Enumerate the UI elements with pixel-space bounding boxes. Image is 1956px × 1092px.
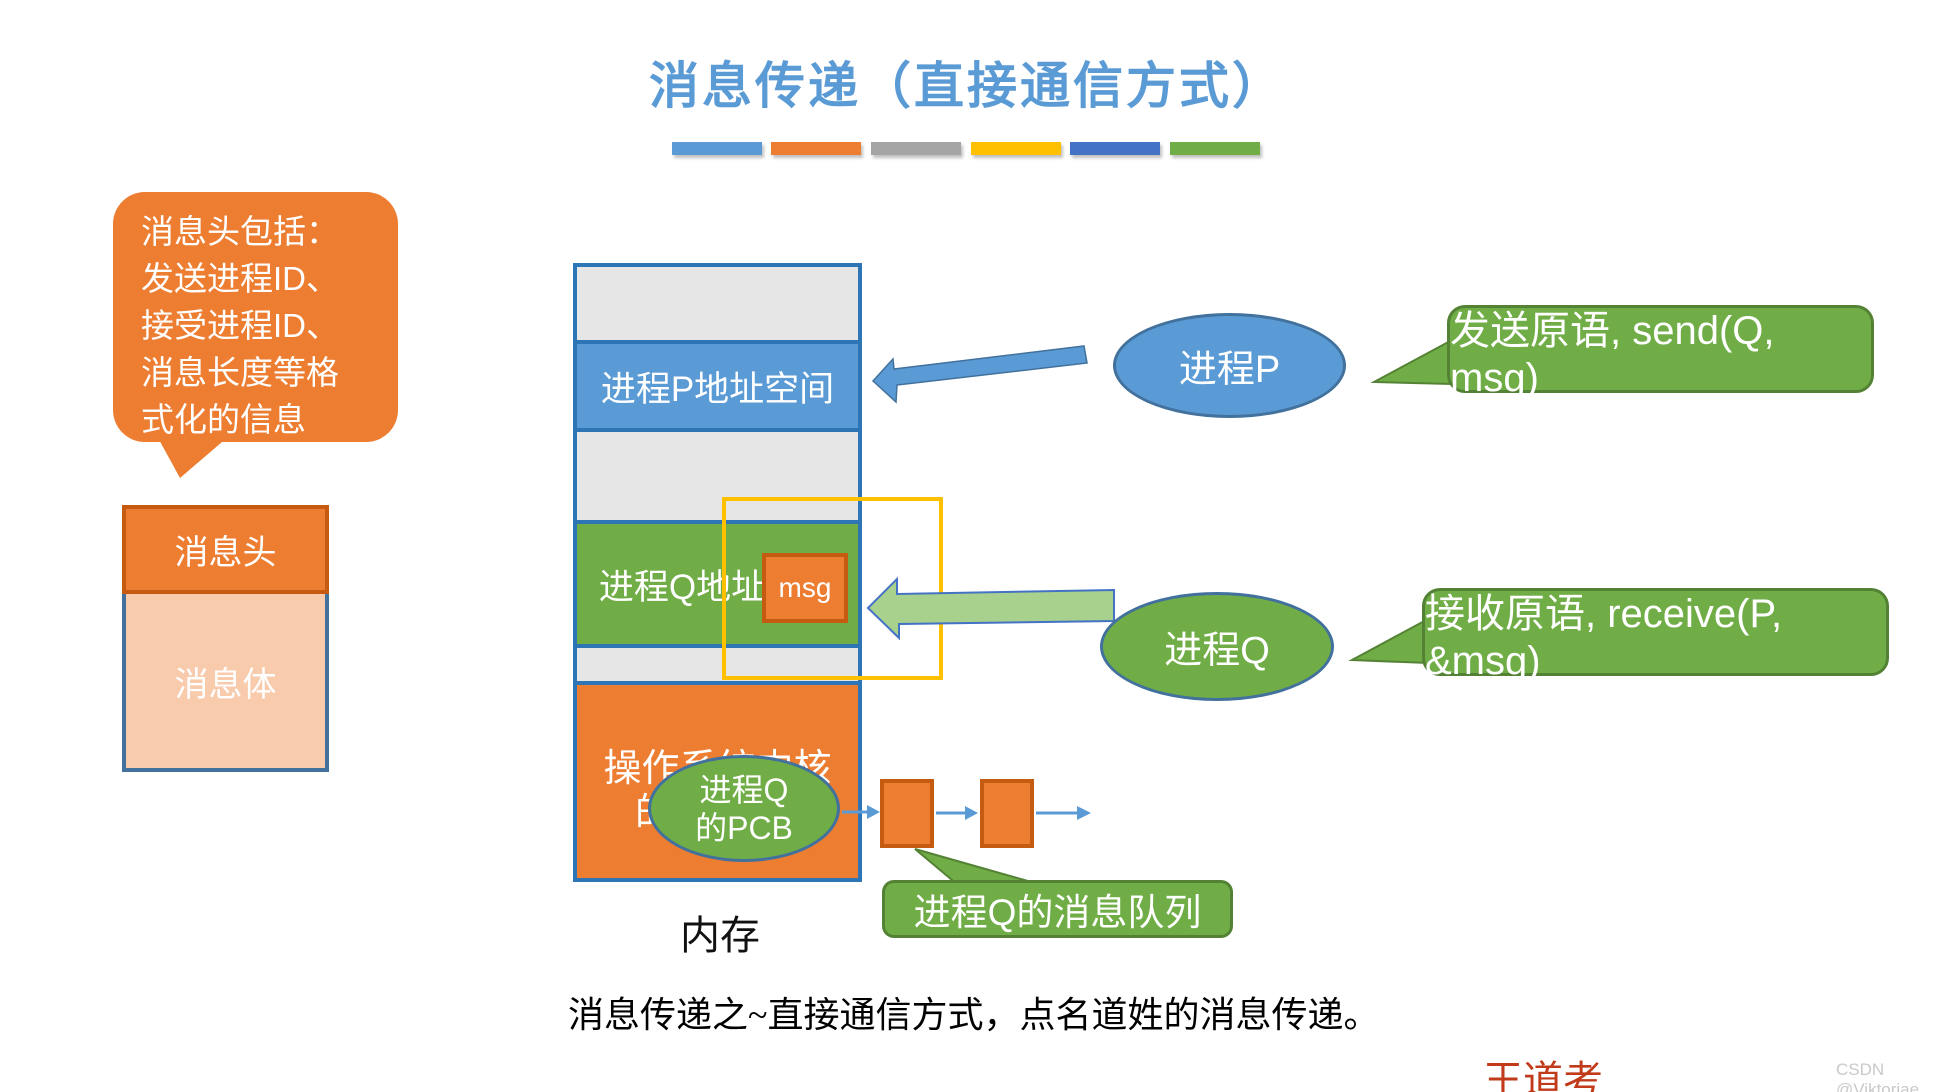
- note-line: 消息头包括：: [141, 213, 339, 250]
- divider-bar-gray: [871, 142, 961, 155]
- memory-segment-free: [577, 644, 858, 681]
- note-line: 发送进程ID、: [141, 260, 339, 297]
- send-callout-tail: [1370, 338, 1453, 386]
- pcb-label-line1: 进程Q: [699, 771, 789, 808]
- receive-primitive-callout: 接收原语, receive(P, &msg): [1422, 588, 1889, 683]
- msg-label: msg: [778, 572, 832, 603]
- queue-link-arrowhead: [1077, 806, 1091, 820]
- message-header-label: 消息头: [174, 534, 277, 572]
- message-header-box: 消息头: [122, 505, 329, 594]
- note-line: 消息长度等格: [141, 354, 339, 391]
- bottom-caption: 消息传递之~直接通信方式，点名道姓的消息传递。: [568, 995, 1380, 1035]
- message-body-box: 消息体: [122, 594, 329, 772]
- receive-primitive-label: 接收原语, receive(P, &msg): [1425, 591, 1783, 683]
- send-primitive-label: 发送原语, send(Q, msg): [1450, 308, 1775, 400]
- message-queue-node: [980, 779, 1034, 848]
- message-body-label: 消息体: [174, 665, 277, 704]
- receive-callout-tail: [1348, 617, 1429, 665]
- note-line: 接受进程ID、: [141, 307, 339, 344]
- process-q-label: 进程Q: [1164, 630, 1270, 672]
- memory-caption: 内存: [680, 913, 760, 958]
- process-p-space-label: 进程P地址空间: [600, 369, 835, 409]
- divider-bar-dark-blue: [1070, 142, 1160, 155]
- process-p-ellipse: 进程P: [1113, 313, 1346, 418]
- queue-link-arrowhead: [965, 806, 978, 820]
- msg-box: msg: [762, 553, 848, 623]
- pcb-label-line2: 的PCB: [695, 809, 793, 846]
- message-queue-callout: 进程Q的消息队列: [882, 880, 1233, 938]
- message-queue-label: 进程Q的消息队列: [913, 892, 1202, 933]
- memory-segment-free: [577, 428, 858, 520]
- divider-bar-blue: [672, 142, 762, 155]
- send-primitive-callout: 发送原语, send(Q, msg): [1447, 305, 1874, 400]
- process-q-ellipse: 进程Q: [1100, 592, 1334, 701]
- process-p-label: 进程P: [1178, 349, 1281, 391]
- process-q-pcb-ellipse: 进程Q 的PCB: [648, 755, 840, 862]
- memory-segment-process-p: 进程P地址空间: [577, 340, 858, 428]
- queue-link-arrowhead: [867, 805, 880, 819]
- note-line: 式化的信息: [141, 401, 306, 438]
- message-queue-node: [880, 779, 934, 848]
- brand-text: 王道考研/CSKAOYAN.COM: [1483, 1059, 1603, 1092]
- send-arrow: [871, 345, 1088, 404]
- message-header-note-bubble: 消息头包括： 发送进程ID、 接受进程ID、 消息长度等格 式化的信息: [113, 192, 398, 442]
- divider-bar-orange: [771, 142, 861, 155]
- divider-bar-green: [1170, 142, 1260, 155]
- page-title: 消息传递（直接通信方式）: [649, 58, 1285, 114]
- watermark-text: CSDN @Viktoriae: [1836, 1060, 1920, 1092]
- divider-bar-yellow: [971, 142, 1061, 155]
- memory-segment-free: [577, 267, 858, 340]
